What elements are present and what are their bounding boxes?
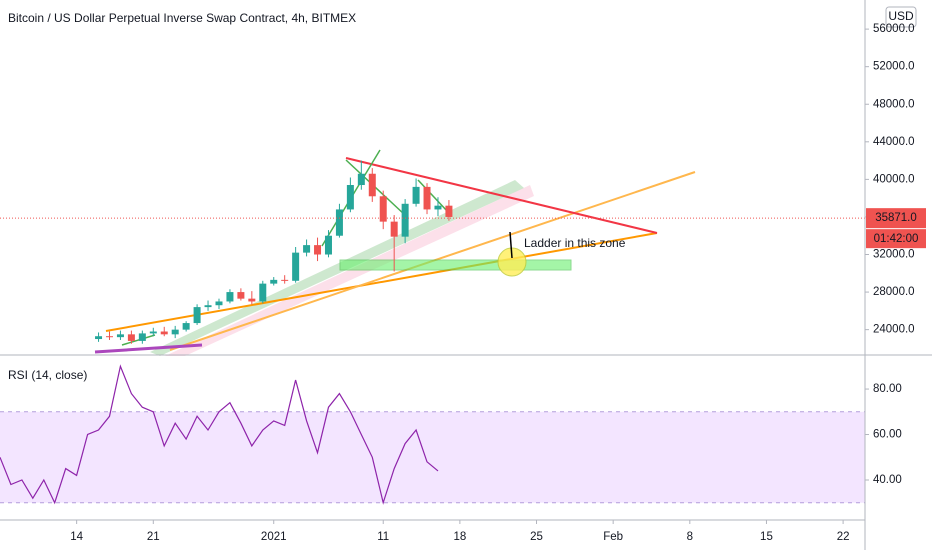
indicator-title: RSI (14, close) xyxy=(8,368,87,382)
marks xyxy=(0,160,865,505)
candle-body xyxy=(105,336,113,338)
candle-body xyxy=(357,173,365,186)
candle-body xyxy=(270,279,278,284)
candle-body xyxy=(116,334,124,338)
last-price-box xyxy=(866,208,926,229)
trend-line xyxy=(94,343,203,354)
candle-body xyxy=(127,334,135,341)
currency-button[interactable] xyxy=(885,6,917,28)
candle-body xyxy=(346,185,354,210)
rsi-line xyxy=(0,364,439,505)
candle-body xyxy=(445,205,453,217)
chart-title: Bitcoin / US Dollar Perpetual Inverse Sw… xyxy=(8,11,356,25)
candle-body xyxy=(204,305,212,308)
countdown-box xyxy=(866,229,926,249)
candle-body xyxy=(237,292,245,299)
candle-body xyxy=(292,252,300,281)
y-tick-label: 56000.0 xyxy=(873,23,915,35)
candle-body xyxy=(259,283,267,302)
candle-body xyxy=(390,221,398,237)
candle-body xyxy=(226,292,234,302)
y-tick-label: 28000.0 xyxy=(873,286,915,298)
candle-body xyxy=(160,331,168,335)
candle-body xyxy=(248,298,256,302)
candle-body xyxy=(401,203,409,237)
candle-body xyxy=(303,245,311,253)
pointer xyxy=(509,231,513,259)
x-tick-label: 11 xyxy=(377,531,389,543)
y-tick-label: 40.00 xyxy=(873,474,902,486)
candle-body xyxy=(335,209,343,236)
candle-body xyxy=(171,329,179,335)
x-tick-label: Feb xyxy=(603,531,623,543)
candle-body xyxy=(412,186,420,204)
x-tick-label: 14 xyxy=(70,531,83,543)
candle-body xyxy=(314,245,322,255)
trend-line xyxy=(417,179,449,213)
x-tick-label: 18 xyxy=(453,531,466,543)
y-tick-label: 80.00 xyxy=(873,383,902,395)
candle-body xyxy=(434,205,442,210)
trend-band xyxy=(150,180,524,356)
last-price-label: 35871.0 xyxy=(875,212,917,224)
annotation: Ladder in this zone xyxy=(524,236,626,250)
trend-line xyxy=(345,157,658,234)
x-tick-label: 25 xyxy=(530,531,543,543)
candle-body xyxy=(379,196,387,222)
trend-line xyxy=(121,334,156,346)
candle-body xyxy=(149,331,157,334)
candle-body xyxy=(423,186,431,210)
x-tick-label: 22 xyxy=(837,531,850,543)
x-tick-label: 15 xyxy=(760,531,773,543)
currency[interactable]: USD xyxy=(888,9,914,23)
candle-body xyxy=(324,235,332,255)
y-tick-label: 60.00 xyxy=(873,429,902,441)
y-tick-label: 44000.0 xyxy=(873,136,915,148)
y-tick-label: 40000.0 xyxy=(873,173,915,185)
marker xyxy=(497,247,527,277)
y-tick-label: 32000.0 xyxy=(873,249,915,261)
candle-body xyxy=(138,333,146,341)
zone xyxy=(339,259,572,271)
candle-body xyxy=(193,307,201,324)
x-tick-label: 2021 xyxy=(261,531,287,543)
candle-body xyxy=(95,336,103,340)
band xyxy=(0,411,865,503)
x-tick-label: 21 xyxy=(147,531,160,543)
y-tick-label: 48000.0 xyxy=(873,98,915,110)
drawings xyxy=(94,149,696,356)
candle-body xyxy=(281,279,289,281)
candle-body xyxy=(215,301,223,306)
countdown: 01:42:00 xyxy=(874,233,919,245)
x-tick-label: 8 xyxy=(687,531,693,543)
candle-body xyxy=(182,323,190,330)
rsi-background xyxy=(0,411,865,504)
y-tick-label: 52000.0 xyxy=(873,61,915,73)
y-tick-label: 24000.0 xyxy=(873,324,915,336)
candle-body xyxy=(368,173,376,197)
